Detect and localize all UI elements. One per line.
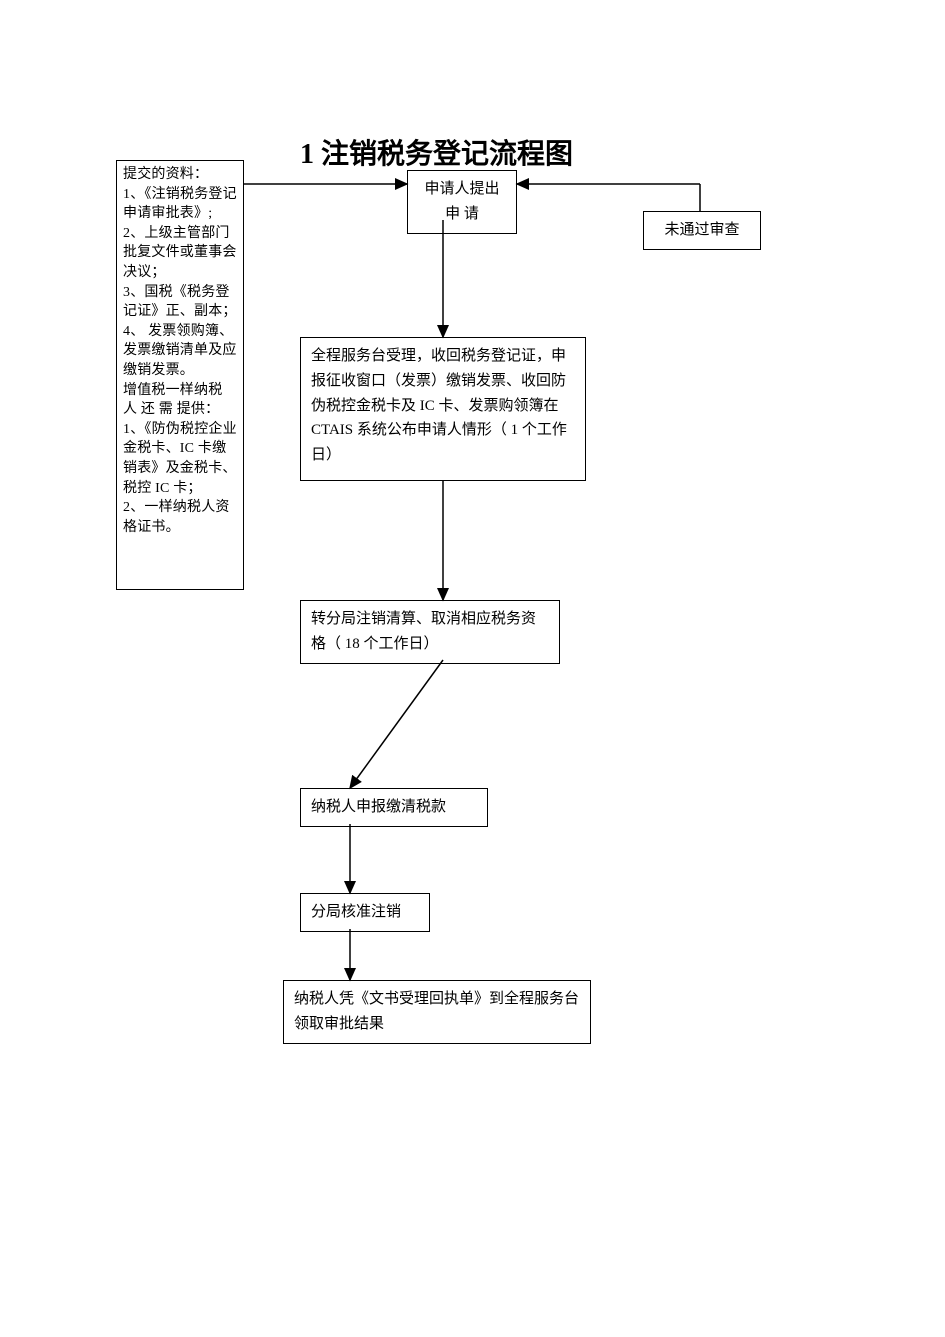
node-applicant-submit: 申请人提出申 请 xyxy=(407,170,517,234)
page-title: 1 注销税务登记流程图 xyxy=(300,132,573,172)
required-documents-panel: 提交的资料：1、《注销税务登记申请审批表》;2、上级主管部门批复文件或董事会决议… xyxy=(116,160,244,590)
node-bureau-approve: 分局核准注销 xyxy=(300,893,430,932)
node-review-failed: 未通过审查 xyxy=(643,211,761,250)
node-service-desk-accept: 全程服务台受理，收回税务登记证，申报征收窗口（发票）缴销发票、收回防伪税控金税卡… xyxy=(300,337,586,481)
node-taxpayer-declare: 纳税人申报缴清税款 xyxy=(300,788,488,827)
node-collect-result: 纳税人凭《文书受理回执单》到全程服务台领取审批结果 xyxy=(283,980,591,1044)
node-bureau-liquidation: 转分局注销清算、取消相应税务资格（ 18 个工作日） xyxy=(300,600,560,664)
